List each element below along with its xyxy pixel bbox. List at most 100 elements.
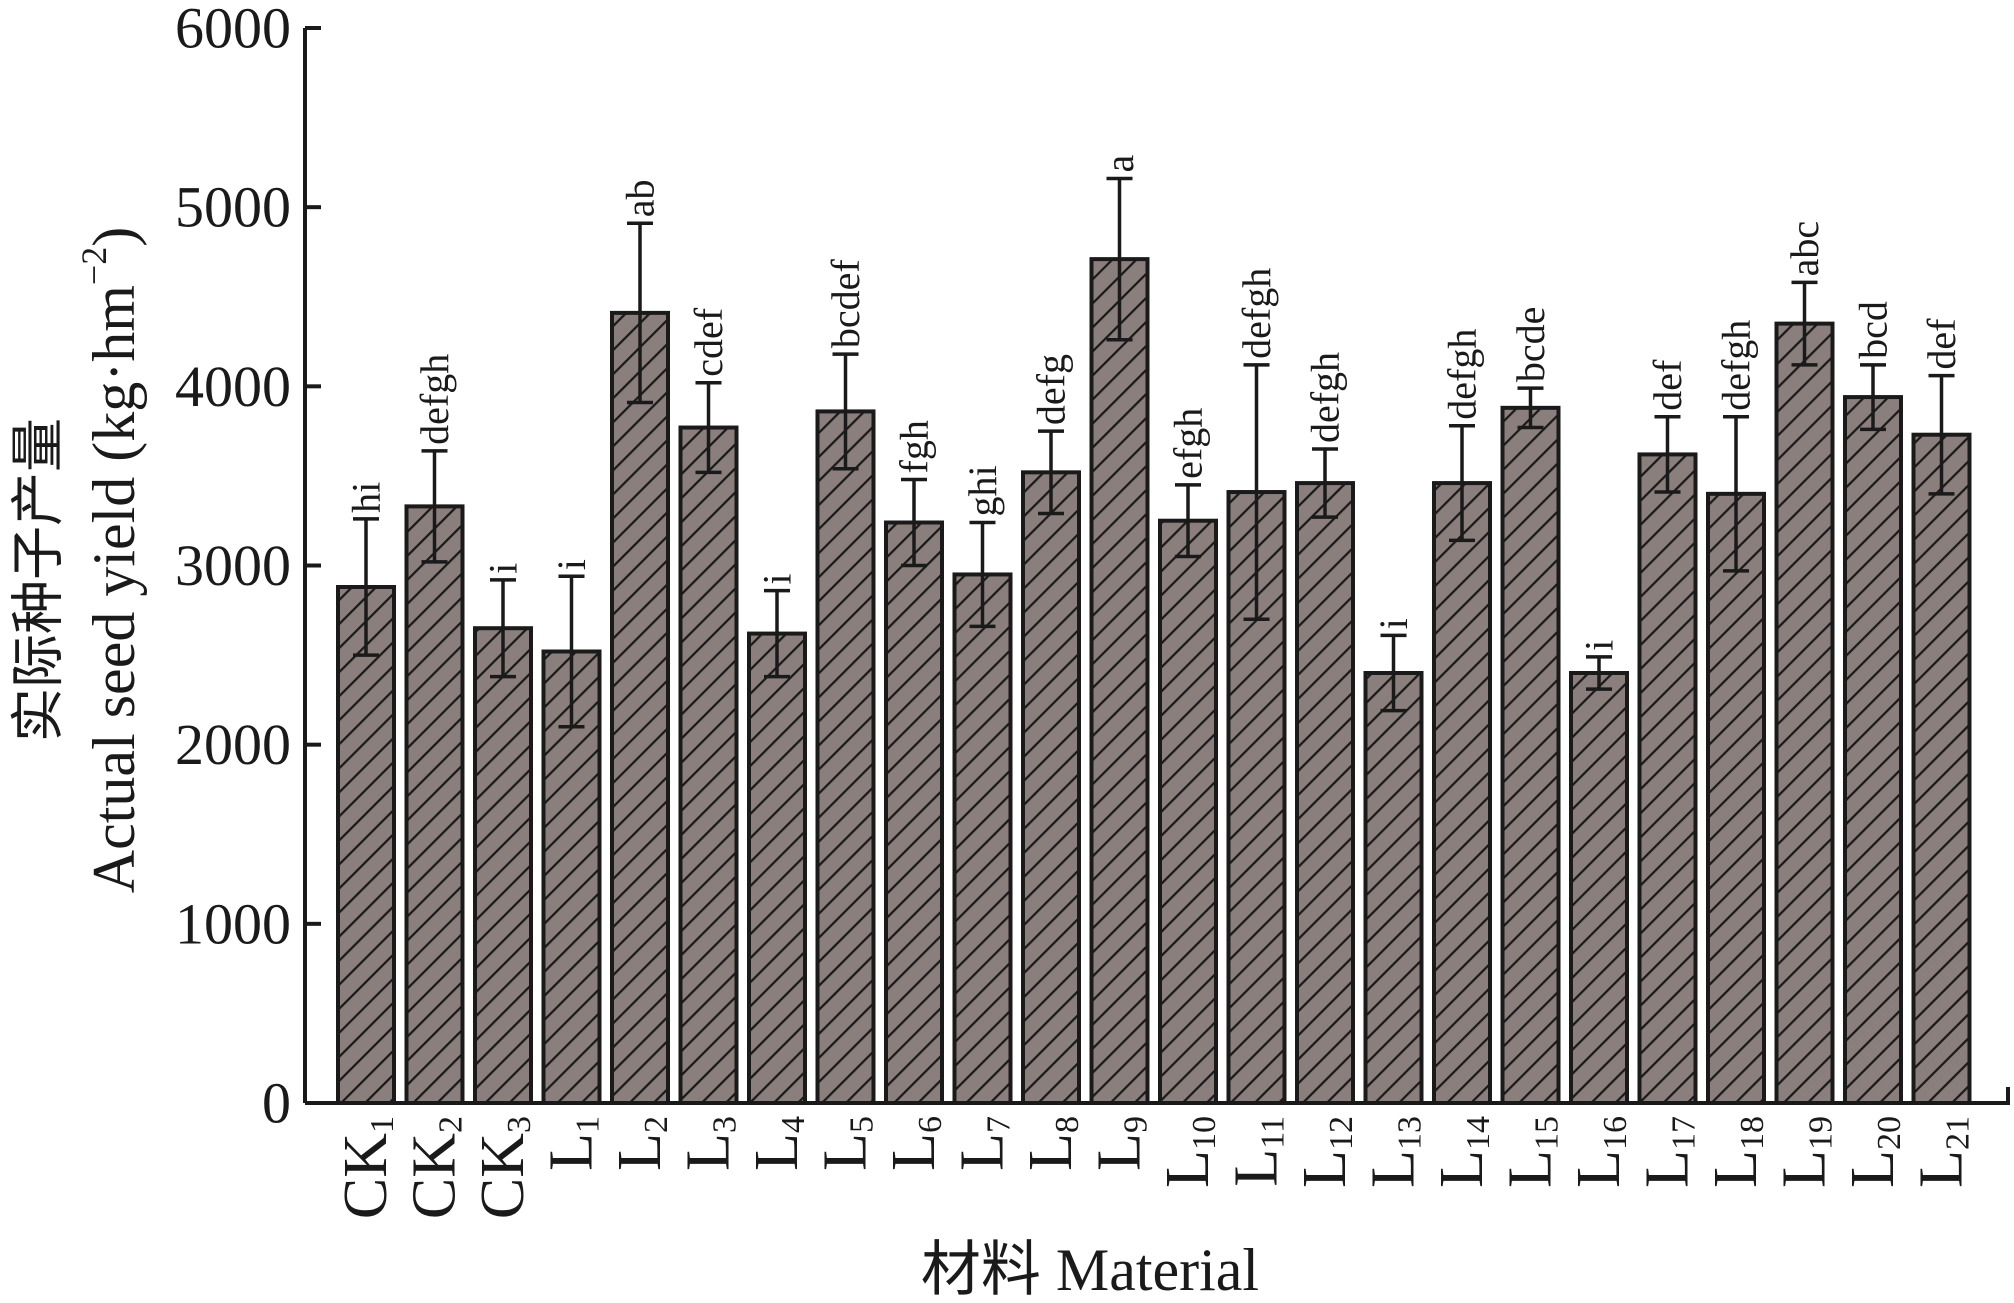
x-axis-title: 材料 Material bbox=[921, 1237, 1259, 1303]
error-bar-L21 bbox=[1928, 373, 1955, 496]
significance-label-L20: bcd bbox=[1851, 301, 1896, 359]
x-tick-label-L1: L1 bbox=[538, 1116, 607, 1171]
x-tick-label-L13: L13 bbox=[1360, 1116, 1429, 1188]
y-tick-label-2000: 2000 bbox=[175, 712, 291, 777]
significance-label-L9: a bbox=[1097, 155, 1142, 173]
error-bar-L8 bbox=[1038, 429, 1064, 516]
x-tick-label-L12: L12 bbox=[1291, 1116, 1360, 1188]
error-bar-L20 bbox=[1860, 363, 1886, 432]
x-tick-label-L14: L14 bbox=[1428, 1116, 1497, 1188]
x-tick-label-L19: L19 bbox=[1771, 1116, 1840, 1188]
significance-label-L19: abc bbox=[1782, 221, 1827, 277]
error-bar-L1 bbox=[558, 574, 585, 729]
significance-label-L16: i bbox=[1577, 640, 1622, 651]
bar-L15 bbox=[1500, 405, 1561, 1106]
error-bar-L9 bbox=[1106, 176, 1133, 342]
y-axis-title-en: Actual seed yield (kg·hm−2) bbox=[74, 227, 147, 893]
x-tick-label-L3: L3 bbox=[675, 1116, 744, 1171]
bar-L19 bbox=[1774, 321, 1835, 1105]
significance-label-L7: ghi bbox=[960, 465, 1005, 516]
significance-label-L4: i bbox=[755, 573, 800, 584]
error-bar-L14 bbox=[1449, 424, 1475, 543]
error-bar-L19 bbox=[1791, 280, 1818, 367]
x-tick-label-L17: L17 bbox=[1634, 1116, 1703, 1188]
y-tick-label-3000: 3000 bbox=[175, 533, 291, 598]
bar-L12 bbox=[1295, 481, 1355, 1106]
error-bar-L10 bbox=[1175, 483, 1201, 559]
x-tick-label-L7: L7 bbox=[949, 1116, 1018, 1171]
bar-L9 bbox=[1089, 257, 1150, 1105]
significance-label-L8: defg bbox=[1029, 354, 1074, 425]
significance-label-L1: i bbox=[549, 559, 594, 570]
bar-L21 bbox=[1911, 432, 1972, 1106]
x-tick-label-L6: L6 bbox=[880, 1116, 949, 1171]
bar-L3 bbox=[678, 425, 739, 1105]
x-tick-label-L18: L18 bbox=[1702, 1116, 1771, 1188]
x-tick-label-L2: L2 bbox=[606, 1116, 675, 1171]
bar-L1 bbox=[541, 649, 602, 1105]
significance-label-L13: i bbox=[1371, 618, 1416, 629]
y-tick-label-0: 0 bbox=[262, 1071, 291, 1136]
bar-L20 bbox=[1843, 395, 1903, 1106]
y-axis-title-cn: 实际种子产量 bbox=[7, 418, 70, 742]
error-bar-L17 bbox=[1654, 415, 1681, 494]
x-tick-label-L9: L9 bbox=[1086, 1116, 1155, 1171]
significance-label-L18: defgh bbox=[1714, 320, 1759, 411]
bar-L18 bbox=[1706, 491, 1766, 1106]
x-tick-label-L16: L16 bbox=[1565, 1116, 1634, 1188]
y-tick-label-4000: 4000 bbox=[175, 354, 291, 419]
significance-label-L17: def bbox=[1645, 359, 1690, 411]
error-bar-CK2 bbox=[421, 449, 448, 564]
y-tick-label-1000: 1000 bbox=[175, 891, 291, 956]
y-tick-label-6000: 6000 bbox=[175, 0, 291, 61]
significance-label-CK3: i bbox=[481, 563, 526, 574]
error-bar-CK1 bbox=[353, 517, 379, 657]
bar-L7 bbox=[952, 572, 1013, 1105]
x-tick-label-CK2: CK2 bbox=[401, 1116, 470, 1219]
x-tick-label-CK1: CK1 bbox=[332, 1116, 401, 1219]
x-axis-tick-labels: CK1CK2CK3L1L2L3L4L5L6L7L8L9L10L11L12L13L… bbox=[332, 1116, 1976, 1219]
error-bar-L13 bbox=[1380, 633, 1407, 713]
significance-label-L11: defgh bbox=[1234, 268, 1279, 359]
significance-label-L6: fgh bbox=[892, 420, 937, 473]
bar-L8 bbox=[1021, 470, 1081, 1106]
error-bars-layer bbox=[353, 176, 1955, 729]
x-tick-label-L10: L10 bbox=[1154, 1116, 1223, 1188]
bar-L17 bbox=[1637, 452, 1698, 1105]
bar-L14 bbox=[1432, 481, 1492, 1106]
error-bar-L18 bbox=[1723, 415, 1749, 573]
y-tick-label-5000: 5000 bbox=[175, 175, 291, 240]
x-tick-label-L20: L20 bbox=[1839, 1116, 1908, 1188]
x-tick-label-CK3: CK3 bbox=[469, 1116, 538, 1219]
y-axis-ticks: 0 1000 2000 3000 4000 5000 6000 bbox=[175, 0, 321, 1136]
significance-label-L15: bcde bbox=[1508, 307, 1553, 383]
x-tick-label-L4: L4 bbox=[743, 1116, 812, 1171]
error-bar-L16 bbox=[1586, 655, 1612, 691]
bar-L16 bbox=[1569, 671, 1629, 1105]
significance-label-L3: cdef bbox=[686, 307, 731, 377]
error-bar-L6 bbox=[901, 477, 927, 568]
x-tick-label-L21: L21 bbox=[1908, 1116, 1977, 1188]
bar-L4 bbox=[747, 631, 807, 1105]
error-bar-L15 bbox=[1517, 386, 1544, 430]
significance-label-CK1: hi bbox=[344, 482, 389, 513]
y-axis-title-close: ) bbox=[81, 227, 147, 247]
error-bar-L2 bbox=[627, 221, 653, 405]
bar-L2 bbox=[610, 310, 670, 1105]
x-tick-label-L15: L15 bbox=[1497, 1116, 1566, 1188]
error-bar-CK3 bbox=[490, 578, 516, 679]
bar-L13 bbox=[1363, 671, 1424, 1105]
error-bar-L4 bbox=[764, 588, 790, 679]
bars-layer bbox=[336, 257, 1972, 1106]
significance-label-L10: efgh bbox=[1166, 408, 1211, 479]
significance-label-L21: def bbox=[1919, 318, 1964, 370]
significance-label-L2: ab bbox=[618, 180, 663, 218]
bar-CK3 bbox=[473, 626, 533, 1105]
bar-L6 bbox=[884, 520, 944, 1105]
significance-label-L14: defgh bbox=[1440, 329, 1485, 420]
bar-CK1 bbox=[336, 585, 396, 1105]
error-bar-L12 bbox=[1312, 447, 1338, 519]
error-bar-L11 bbox=[1243, 363, 1270, 621]
bar-L10 bbox=[1158, 518, 1218, 1105]
